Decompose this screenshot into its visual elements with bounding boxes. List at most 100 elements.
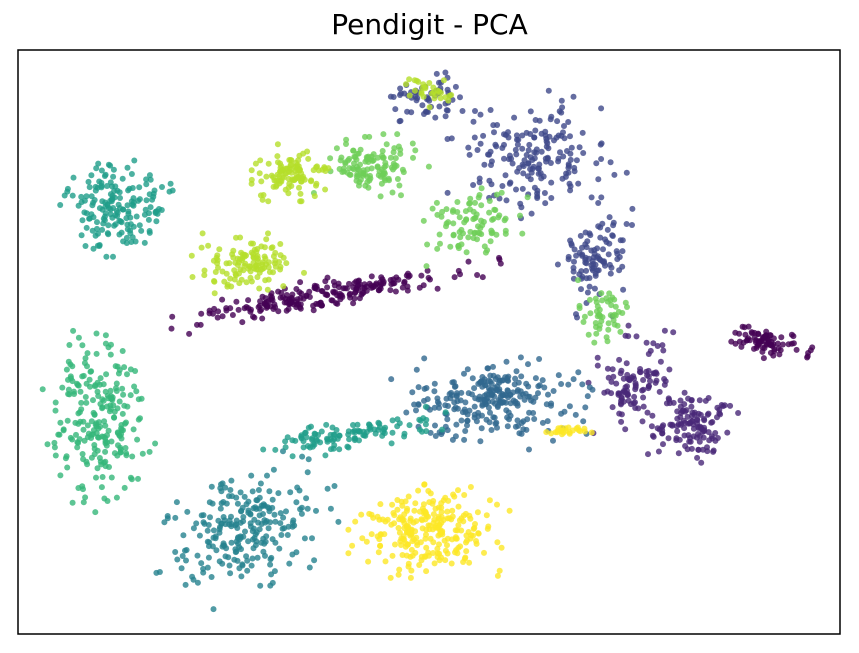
scatter-point [406, 272, 413, 279]
scatter-point [293, 499, 300, 506]
scatter-point [302, 430, 308, 436]
scatter-point [472, 108, 478, 114]
scatter-point [491, 129, 497, 136]
scatter-point [85, 178, 92, 185]
scatter-point [304, 469, 311, 476]
scatter-point [420, 501, 427, 508]
scatter-point [52, 452, 59, 459]
scatter-point [486, 209, 493, 216]
scatter-point [451, 493, 458, 500]
scatter-point [575, 369, 582, 376]
scatter-point [343, 141, 349, 147]
scatter-point [675, 450, 682, 457]
scatter-point [696, 397, 703, 404]
scatter-point [407, 574, 414, 581]
scatter-point [570, 268, 577, 275]
scatter-point [583, 267, 590, 274]
scatter-point [518, 430, 525, 437]
scatter-point [75, 420, 82, 427]
scatter-point [66, 391, 73, 398]
scatter-point [242, 528, 248, 535]
scatter-point [532, 127, 539, 134]
scatter-point [505, 409, 512, 416]
scatter-point [234, 525, 241, 531]
scatter-point [355, 166, 362, 173]
scatter-point [269, 244, 276, 251]
scatter-point [226, 562, 233, 569]
scatter-point [324, 292, 331, 299]
scatter-point [598, 290, 605, 297]
scatter-point [399, 502, 406, 509]
scatter-point [412, 147, 419, 154]
scatter-point [310, 307, 317, 314]
scatter-point [245, 538, 252, 545]
scatter-point [495, 214, 502, 221]
scatter-point [128, 476, 135, 483]
scatter-point [116, 398, 123, 405]
scatter-point [133, 213, 140, 220]
scatter-point [75, 410, 82, 417]
scatter-point [82, 494, 89, 501]
scatter-point [355, 277, 362, 284]
scatter-point [368, 273, 375, 280]
scatter-point [413, 534, 420, 541]
scatter-point [472, 199, 478, 206]
scatter-point [51, 444, 58, 451]
scatter-point [139, 450, 146, 457]
scatter-point [688, 403, 695, 410]
scatter-point [102, 332, 109, 339]
scatter-point [336, 432, 343, 439]
scatter-point [343, 136, 350, 143]
scatter-point [78, 232, 85, 239]
scatter-point [105, 231, 112, 238]
plot-frame [17, 49, 841, 635]
scatter-point [287, 489, 294, 496]
scatter-point [623, 360, 630, 367]
scatter-point [388, 440, 395, 447]
scatter-point [442, 402, 449, 409]
scatter-point [809, 344, 816, 351]
scatter-point [313, 300, 320, 307]
scatter-point [590, 261, 597, 267]
scatter-point [96, 455, 103, 461]
scatter-point [99, 396, 106, 403]
scatter-point [474, 509, 481, 516]
scatter-point [454, 199, 461, 205]
scatter-point [464, 422, 470, 429]
scatter-point [275, 288, 282, 295]
scatter-point [109, 214, 116, 221]
scatter-point [233, 517, 240, 524]
scatter-point [681, 389, 688, 396]
scatter-point [532, 375, 539, 382]
scatter-point [70, 174, 77, 181]
scatter-point [121, 402, 128, 409]
scatter-point [673, 423, 680, 430]
scatter-point [350, 422, 356, 428]
scatter-point [210, 606, 217, 613]
scatter-point [83, 193, 90, 200]
scatter-point [471, 524, 478, 531]
scatter-point [647, 378, 653, 384]
scatter-point [275, 308, 282, 315]
scatter-point [578, 286, 584, 293]
scatter-point [179, 553, 186, 559]
scatter-point [424, 396, 431, 403]
scatter-point [368, 531, 375, 538]
scatter-point [593, 160, 600, 167]
scatter-point [138, 227, 145, 234]
scatter-point [567, 150, 574, 157]
scatter-point [88, 454, 95, 461]
scatter-point [229, 493, 235, 500]
scatter-point [399, 284, 406, 291]
scatter-point [377, 531, 384, 538]
scatter-point [573, 157, 580, 164]
scatter-point [102, 435, 109, 441]
scatter-point [123, 240, 130, 246]
scatter-point [442, 69, 449, 76]
scatter-point [639, 418, 646, 425]
scatter-point [82, 394, 89, 400]
scatter-point [274, 141, 281, 148]
scatter-point [778, 334, 785, 341]
scatter-point [568, 144, 575, 151]
scatter-point [357, 161, 363, 168]
